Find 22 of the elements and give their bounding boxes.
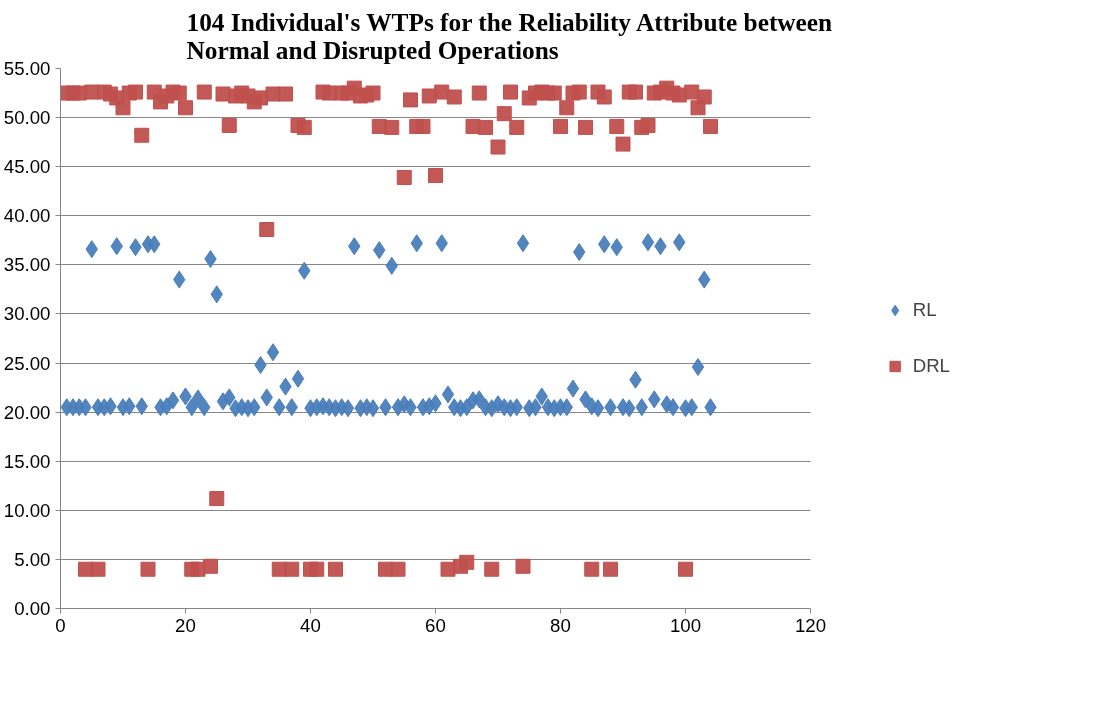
x-tick-label: 60 — [425, 614, 446, 636]
x-tick-label: 0 — [55, 614, 66, 636]
x-tick-label: 40 — [300, 614, 321, 636]
y-tick-label: 5.00 — [14, 548, 51, 570]
y-tick-label: 35.00 — [3, 254, 51, 276]
y-tick-label: 10.00 — [3, 499, 51, 521]
y-tick-label: 45.00 — [3, 156, 51, 178]
y-tick-label: 30.00 — [3, 303, 51, 325]
y-tick-label: 15.00 — [3, 450, 51, 472]
y-tick-label: 20.00 — [3, 401, 51, 423]
x-tick-label: 80 — [550, 614, 571, 636]
legend-label: DRL — [912, 355, 950, 377]
x-tick-label: 20 — [175, 614, 196, 636]
x-tick-label: 120 — [794, 614, 827, 636]
chart-title: 104 Individual's WTPs for the Reliability Attribute between Normal and Disrupted Operations — [186, 7, 833, 64]
y-tick-label: 55.00 — [3, 58, 51, 79]
x-tick-label: 100 — [669, 614, 702, 636]
y-tick-label: 50.00 — [3, 107, 51, 129]
y-tick-label: 0.00 — [14, 598, 51, 619]
y-tick-label: 25.00 — [3, 352, 51, 374]
legend-label: RL — [912, 299, 937, 321]
y-tick-label: 40.00 — [3, 205, 51, 227]
